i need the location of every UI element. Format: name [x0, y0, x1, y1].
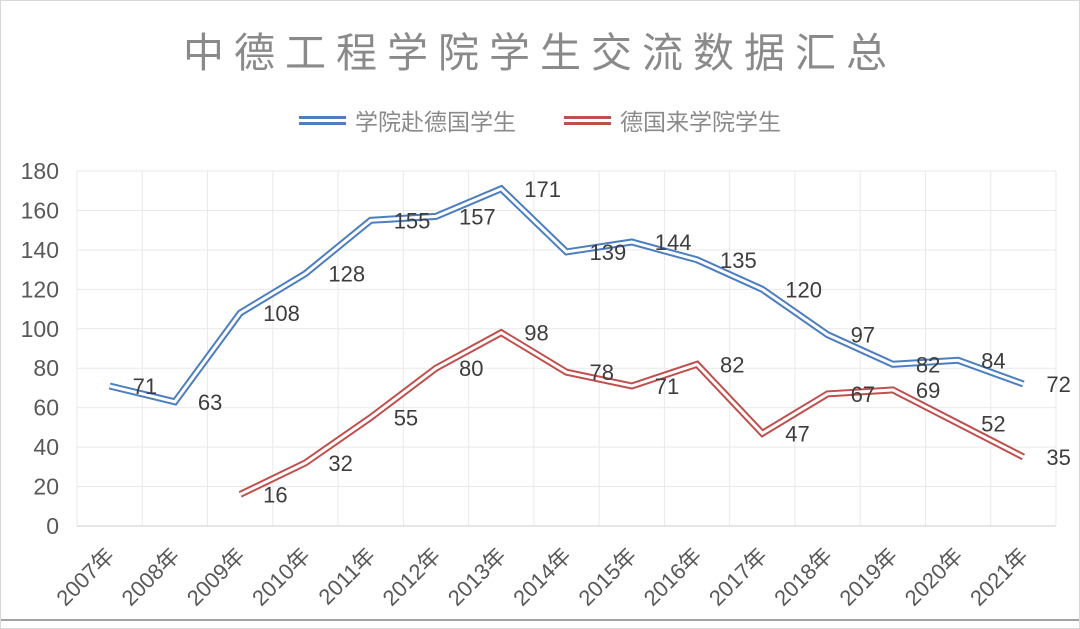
data-label: 108 [263, 301, 300, 326]
data-label: 97 [851, 323, 875, 348]
y-tick-label: 140 [21, 237, 59, 263]
legend: 学院赴德国学生 德国来学院学生 [1, 103, 1079, 137]
data-label: 71 [655, 374, 679, 399]
y-tick-label: 180 [21, 158, 59, 184]
data-label: 157 [459, 204, 496, 229]
x-tick-label: 2007年 [51, 543, 119, 611]
data-label: 47 [785, 421, 809, 446]
x-tick-label: 2014年 [508, 543, 576, 611]
legend-label: 学院赴德国学生 [355, 110, 516, 135]
y-tick-label: 60 [33, 395, 59, 421]
series-line-core [109, 187, 1024, 404]
legend-item-to-germany: 学院赴德国学生 [299, 103, 516, 137]
x-tick-label: 2019年 [835, 543, 903, 611]
x-tick-label: 2008年 [117, 543, 185, 611]
legend-item-from-germany: 德国来学院学生 [564, 103, 781, 137]
data-label: 135 [720, 248, 757, 273]
data-label: 155 [394, 208, 431, 233]
y-tick-label: 20 [33, 474, 59, 500]
y-tick-label: 40 [33, 434, 59, 460]
x-tick-label: 2010年 [247, 543, 315, 611]
data-label: 120 [785, 277, 822, 302]
y-tick-label: 0 [46, 513, 59, 539]
legend-line-icon [564, 115, 611, 125]
data-label: 52 [981, 411, 1005, 436]
x-tick-label: 2021年 [965, 543, 1033, 611]
y-tick-label: 100 [21, 316, 59, 342]
data-label: 144 [655, 230, 692, 255]
x-tick-label: 2017年 [704, 543, 772, 611]
chart-title: 中德工程学院学生交流数据汇总 [183, 30, 897, 76]
data-label: 80 [459, 356, 483, 381]
y-tick-label: 80 [33, 355, 59, 381]
data-label: 139 [590, 240, 627, 265]
data-label: 35 [1046, 445, 1070, 470]
x-tick-label: 2020年 [900, 543, 968, 611]
data-label: 82 [916, 352, 940, 377]
window-bottom-edge [1, 619, 1079, 621]
y-tick-label: 160 [21, 197, 59, 223]
series-line-from-germany [238, 328, 1026, 498]
data-label: 98 [524, 321, 548, 346]
data-label: 78 [590, 360, 614, 385]
data-label: 82 [720, 352, 744, 377]
legend-line-icon [299, 115, 346, 125]
data-label: 55 [394, 406, 418, 431]
series-line-core [239, 330, 1025, 496]
x-tick-label: 2011年 [314, 543, 381, 610]
x-tick-label: 2018年 [769, 543, 837, 611]
data-label: 67 [851, 382, 875, 407]
data-label: 32 [328, 451, 352, 476]
data-label: 63 [198, 390, 222, 415]
x-tick-label: 2015年 [573, 543, 641, 611]
x-tick-label: 2013年 [443, 543, 511, 611]
x-tick-label: 2012年 [378, 543, 446, 611]
legend-label: 德国来学院学生 [620, 110, 781, 135]
data-label: 71 [133, 374, 157, 399]
x-tick-label: 2009年 [182, 543, 250, 611]
data-label: 84 [981, 348, 1005, 373]
data-label: 128 [328, 262, 365, 287]
x-tick-label: 2016年 [639, 543, 707, 611]
data-label: 69 [916, 378, 940, 403]
data-label: 72 [1046, 372, 1070, 397]
data-label: 16 [263, 482, 287, 507]
data-label: 171 [524, 177, 561, 202]
y-tick-label: 120 [21, 276, 59, 302]
